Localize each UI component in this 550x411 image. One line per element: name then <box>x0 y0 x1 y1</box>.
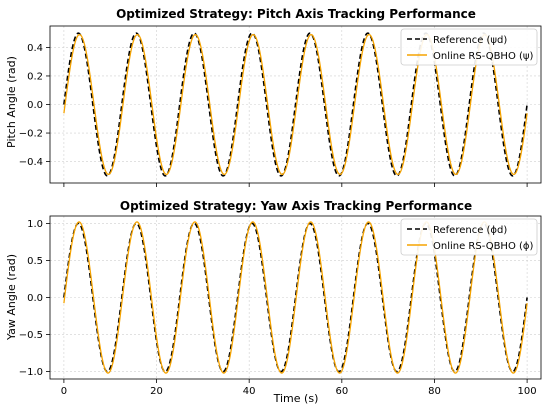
yaw-x-tick-label: 80 <box>428 386 441 397</box>
pitch-y-tick-label: 0.2 <box>27 71 43 82</box>
yaw-grid <box>50 216 541 379</box>
pitch-chart-title: Optimized Strategy: Pitch Axis Tracking … <box>116 7 476 21</box>
yaw-x-tick-label: 60 <box>335 386 348 397</box>
yaw-x-tick-label: 100 <box>518 386 537 397</box>
yaw-legend-reference-label: Reference (ϕd) <box>433 225 507 236</box>
yaw-series <box>63 221 528 374</box>
yaw-y-tick-label: −1.0 <box>19 367 43 378</box>
yaw-y-axis-label: Yaw Angle (rad) <box>5 254 18 341</box>
yaw-ticks: 0 20 40 60 80 100 −1.0 −0.5 0.0 0.5 1.0 <box>19 219 537 397</box>
pitch-panel: Optimized Strategy: Pitch Axis Tracking … <box>5 7 542 187</box>
yaw-x-tick-label: 40 <box>243 386 256 397</box>
yaw-x-tick-label: 0 <box>61 386 67 397</box>
yaw-y-tick-label: 0.0 <box>27 293 43 304</box>
pitch-legend-reference-label: Reference (ψd) <box>433 35 507 46</box>
pitch-y-tick-label: −0.4 <box>19 157 43 168</box>
yaw-legend-online-label: Online RS-QBHO (ϕ) <box>433 241 534 252</box>
pitch-axes-frame <box>49 25 542 184</box>
pitch-y-tick-label: −0.2 <box>19 129 43 140</box>
yaw-legend: Reference (ϕd) Online RS-QBHO (ϕ) <box>400 218 538 256</box>
yaw-axes-frame <box>49 215 542 380</box>
yaw-legend-box <box>400 218 538 256</box>
yaw-y-tick-label: 0.5 <box>27 256 43 267</box>
pitch-y-tick-label: 0.0 <box>27 100 43 111</box>
x-axis-label: Time (s) <box>273 392 319 405</box>
yaw-chart-title: Optimized Strategy: Yaw Axis Tracking Pe… <box>120 199 472 213</box>
pitch-y-tick-label: 0.4 <box>27 43 43 54</box>
yaw-online-rs-qbho-line <box>63 221 528 374</box>
yaw-panel: Optimized Strategy: Yaw Axis Tracking Pe… <box>5 199 542 405</box>
yaw-y-tick-label: 1.0 <box>27 219 43 230</box>
pitch-series <box>63 32 528 177</box>
pitch-legend-box <box>400 28 538 66</box>
pitch-ticks: −0.4 −0.2 0.0 0.2 0.4 <box>19 43 528 187</box>
yaw-x-tick-label: 20 <box>150 386 163 397</box>
pitch-legend: Reference (ψd) Online RS-QBHO (ψ) <box>400 28 538 66</box>
pitch-y-axis-label: Pitch Angle (rad) <box>5 56 18 148</box>
pitch-legend-online-label: Online RS-QBHO (ψ) <box>433 51 534 62</box>
pitch-online-rs-qbho-line <box>63 33 528 176</box>
pitch-reference-line <box>63 32 528 177</box>
yaw-y-tick-label: −0.5 <box>19 330 43 341</box>
